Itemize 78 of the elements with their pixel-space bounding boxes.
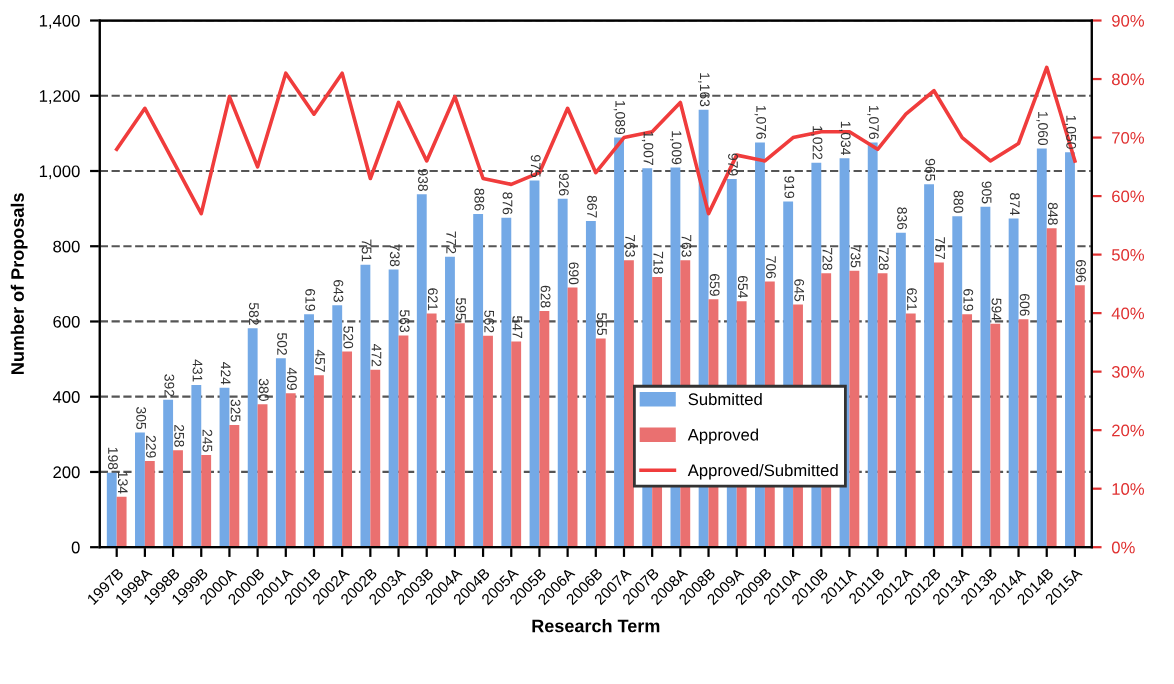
- bar: [201, 455, 212, 548]
- y2-tick-label: 20%: [1112, 424, 1145, 437]
- bar: [895, 232, 906, 548]
- bar: [116, 496, 127, 548]
- bar: [135, 432, 145, 548]
- bar: [529, 180, 540, 548]
- bar: [370, 369, 381, 548]
- bar: [219, 387, 230, 548]
- bar: [473, 213, 484, 548]
- bar: [1018, 319, 1029, 548]
- bar: [445, 256, 455, 548]
- bar: [539, 310, 550, 548]
- y-tick-label: 0: [71, 541, 80, 554]
- bar: [416, 194, 427, 548]
- y2-tick-label: 60%: [1112, 190, 1145, 203]
- bar: [1074, 285, 1085, 548]
- bar: [980, 206, 991, 548]
- bar: [585, 221, 596, 548]
- y2-tick-label: 80%: [1111, 73, 1145, 86]
- bar: [426, 313, 437, 548]
- bar: [849, 270, 860, 548]
- bar: [962, 314, 973, 548]
- bar: [623, 260, 634, 548]
- y-axis-title: Number of Proposals: [10, 193, 28, 374]
- bar: [342, 351, 353, 548]
- y-tick-label: 800: [53, 240, 80, 253]
- y-tick-label: 1,400: [39, 14, 80, 29]
- bar: [511, 341, 522, 548]
- bar: [275, 358, 286, 548]
- bar: [483, 335, 493, 548]
- bar: [285, 393, 296, 548]
- bar: [313, 375, 324, 548]
- bar: [360, 264, 371, 548]
- y2-tick-label: 30%: [1111, 366, 1145, 378]
- y2-tick-label: 50%: [1111, 249, 1145, 261]
- bar: [567, 287, 578, 548]
- y-tick-label: 400: [52, 391, 80, 403]
- bar: [454, 323, 465, 548]
- bar: [247, 328, 258, 548]
- y2-tick-label: 10%: [1112, 483, 1145, 495]
- bar: [144, 461, 155, 548]
- bar: [990, 323, 1001, 548]
- bar: [106, 472, 117, 548]
- legend-label: Approved: [687, 428, 758, 444]
- legend-label: Submitted: [688, 392, 762, 406]
- bar: [924, 184, 934, 548]
- bar: [595, 338, 606, 548]
- y2-tick-label: 40%: [1111, 307, 1145, 320]
- bar: [1065, 152, 1075, 548]
- bar: [557, 198, 568, 548]
- bar: [614, 137, 624, 548]
- x-axis-title: Research Term: [532, 619, 660, 633]
- bar: [173, 450, 183, 548]
- bar: [398, 335, 409, 548]
- bar: [1036, 148, 1047, 548]
- bar: [257, 404, 268, 548]
- bar: [877, 273, 888, 548]
- y-tick-label: 200: [53, 466, 80, 479]
- y2-tick-label: 70%: [1112, 131, 1145, 144]
- bar: [1046, 228, 1057, 548]
- bar: [191, 385, 202, 548]
- y2-tick-label: 90%: [1112, 14, 1145, 27]
- bar: [867, 142, 878, 548]
- bar: [501, 217, 512, 548]
- bar: [388, 269, 399, 548]
- y-tick-label: 600: [53, 315, 80, 328]
- bar: [163, 399, 174, 548]
- bar: [304, 314, 314, 548]
- y2-tick-label: 0%: [1111, 541, 1135, 554]
- y-tick-label: 1,200: [39, 90, 80, 104]
- y-tick-label: 1,000: [39, 165, 80, 180]
- bar: [934, 262, 944, 548]
- legend-label: Approved/Submitted: [687, 464, 838, 480]
- bar: [332, 305, 343, 548]
- bar: [952, 216, 963, 548]
- bar: [905, 313, 916, 548]
- bar: [229, 424, 240, 548]
- bar: [1008, 218, 1019, 548]
